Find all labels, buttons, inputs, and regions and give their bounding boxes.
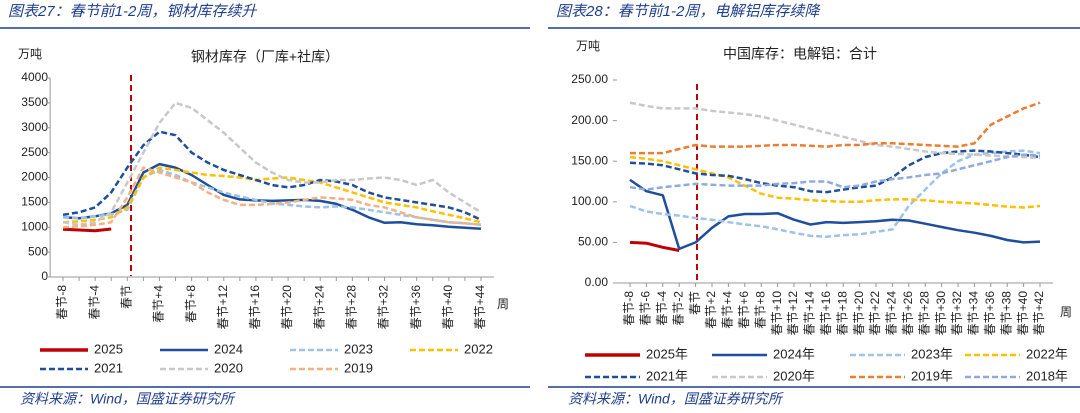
y-tick-label: 0.00	[585, 275, 609, 289]
x-tick-label: 春节+32	[950, 291, 964, 336]
legend-label: 2020	[214, 360, 243, 375]
x-tick-label: 春节+12	[216, 285, 230, 330]
x-tick-label: 春节-4	[655, 291, 669, 326]
y-tick-label: 150.00	[571, 153, 608, 167]
x-axis-label: 周	[1060, 305, 1072, 319]
x-axis-label: 周	[497, 297, 509, 311]
y-tick-label: 100.00	[571, 194, 608, 208]
x-tick-label: 春节+40	[441, 285, 455, 330]
legend-label: 2024	[214, 341, 243, 356]
x-tick-label: 春节+24	[312, 285, 326, 330]
x-tick-label: 春节+4	[152, 285, 166, 323]
series-line	[62, 162, 482, 230]
x-tick-label: 春节+40	[1016, 291, 1030, 336]
series-line	[62, 101, 482, 227]
legend-label: 2022年	[1026, 346, 1068, 361]
legend-label: 2019	[344, 360, 373, 375]
x-tick-label: 春节	[119, 285, 133, 309]
legend-label: 2020年	[773, 368, 815, 383]
series-line	[629, 240, 680, 252]
series-line	[629, 149, 1041, 238]
series-line	[629, 178, 1041, 251]
series-line	[62, 130, 482, 221]
series-line	[62, 227, 112, 233]
y-tick-label: 500	[28, 244, 48, 258]
x-tick-label: 春节+16	[819, 291, 833, 336]
y-tick-label: 2500	[21, 145, 48, 159]
x-tick-label: 春节+26	[901, 291, 915, 336]
chart-title: 中国库存：电解铝：合计	[723, 46, 877, 62]
y-tick-label: 1000	[21, 219, 48, 233]
y-axis-label: 万吨	[18, 47, 42, 61]
y-tick-label: 3500	[21, 95, 48, 109]
chart-title: 钢材库存（厂库+社库）	[191, 49, 339, 65]
legend-label: 2021	[94, 360, 123, 375]
x-tick-label: 春节+38	[999, 291, 1013, 336]
x-tick-label: 春节-8	[55, 285, 69, 320]
caption: 图表27：春节前1-2周，钢材库存续升	[8, 3, 257, 20]
series-line	[629, 155, 1041, 209]
x-tick-label: 春节+2	[704, 291, 718, 329]
x-tick-label: 春节+8	[184, 285, 198, 323]
source: 资料来源：Wind，国盛证券研究所	[20, 391, 236, 407]
x-tick-label: 春节+14	[803, 291, 817, 336]
y-tick-label: 4000	[21, 70, 48, 84]
legend-label: 2023	[344, 341, 373, 356]
x-tick-label: 春节+22	[868, 291, 882, 336]
y-tick-label: 50.00	[578, 235, 608, 249]
x-tick-label: 春节+44	[473, 285, 487, 330]
x-tick-label: 春节+4	[721, 291, 735, 329]
y-tick-label: 3000	[21, 120, 48, 134]
series-line	[629, 101, 1041, 160]
y-axis-label: 万吨	[576, 39, 600, 53]
y-tick-label: 2000	[21, 170, 48, 184]
legend-label: 2022	[464, 341, 493, 356]
x-tick-label: 春节+8	[753, 291, 767, 329]
x-tick-label: 春节+20	[852, 291, 866, 336]
x-tick-label: 春节+30	[934, 291, 948, 336]
series-line	[62, 166, 482, 229]
legend-label: 2025	[94, 341, 123, 356]
series-line	[629, 149, 1041, 194]
y-tick-label: 250.00	[571, 72, 608, 86]
legend-label: 2021年	[646, 368, 688, 383]
legend-label: 2023年	[911, 346, 953, 361]
series-line	[630, 101, 1041, 155]
x-tick-label: 春节+28	[917, 291, 931, 336]
series-line	[62, 166, 482, 224]
x-tick-label: 春节+42	[1032, 291, 1046, 336]
x-tick-label: 春节-4	[87, 285, 101, 320]
caption: 图表28：春节前1-2周，电解铝库存续降	[556, 3, 821, 20]
x-tick-label: 春节+10	[770, 291, 784, 336]
legend-label: 2024年	[773, 346, 815, 361]
x-tick-label: 春节-6	[639, 291, 653, 326]
source: 资料来源：Wind，国盛证券研究所	[568, 391, 784, 407]
x-tick-label: 春节-2	[671, 291, 685, 326]
x-tick-label: 春节+32	[377, 285, 391, 330]
x-tick-label: 春节+28	[345, 285, 359, 330]
y-tick-label: 0	[41, 269, 48, 283]
x-tick-label: 春节+20	[280, 285, 294, 330]
x-tick-label: 春节+6	[737, 291, 751, 329]
legend-label: 2025年	[646, 346, 688, 361]
x-tick-label: 春节+24	[885, 291, 899, 336]
x-tick-label: 春节-8	[622, 291, 636, 326]
x-tick-label: 春节+16	[248, 285, 262, 330]
series-line	[629, 153, 1041, 191]
x-tick-label: 春节+34	[967, 291, 981, 336]
x-tick-label: 春节+18	[835, 291, 849, 336]
x-tick-label: 春节	[688, 291, 702, 315]
x-tick-label: 春节+36	[983, 291, 997, 336]
x-tick-label: 春节+12	[786, 291, 800, 336]
legend-label: 2019年	[911, 368, 953, 383]
legend-label: 2018年	[1026, 368, 1068, 383]
y-tick-label: 1500	[21, 195, 48, 209]
x-tick-label: 春节+36	[409, 285, 423, 330]
y-tick-label: 200.00	[571, 113, 608, 127]
